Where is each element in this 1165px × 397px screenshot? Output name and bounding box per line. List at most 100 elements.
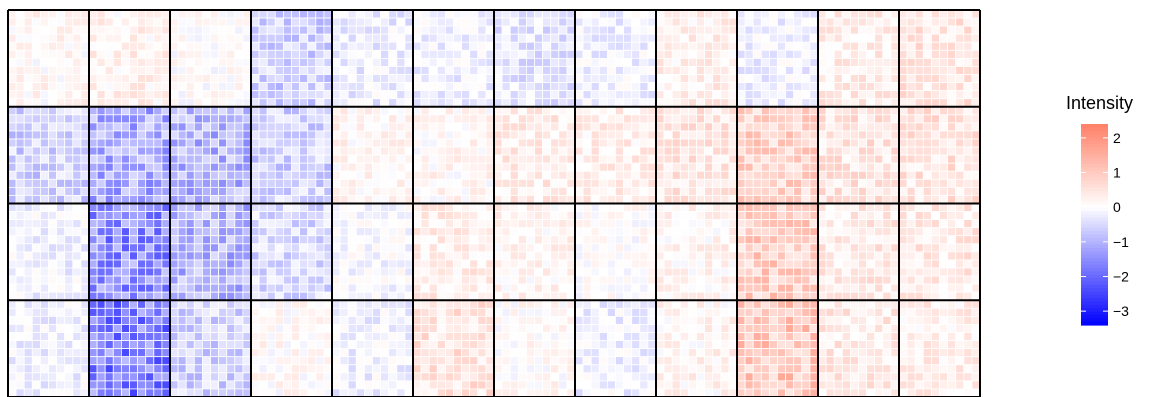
heatmap-cell — [501, 251, 511, 261]
heatmap-cell — [623, 33, 633, 43]
heatmap-cell — [64, 130, 74, 140]
heatmap-cell — [890, 283, 900, 293]
heatmap-cell — [31, 275, 41, 285]
heatmap-cell — [663, 227, 673, 237]
heatmap-cell — [890, 9, 900, 19]
heatmap-cell — [412, 299, 422, 309]
heatmap-cell — [647, 9, 657, 19]
heatmap-cell — [639, 283, 649, 293]
heatmap-cell — [380, 380, 390, 390]
heatmap-cell — [858, 235, 868, 245]
heatmap-cell — [947, 98, 957, 108]
heatmap-cell — [274, 299, 284, 309]
heatmap-cell — [388, 380, 398, 390]
heatmap-cell — [882, 130, 892, 140]
heatmap-cell — [736, 25, 746, 35]
heatmap-cell — [720, 82, 730, 92]
heatmap-cell — [299, 372, 309, 382]
heatmap-cell — [48, 259, 58, 269]
heatmap-cell — [428, 154, 438, 164]
heatmap-cell — [582, 186, 592, 196]
heatmap-cell — [526, 267, 535, 277]
heatmap-cell — [363, 243, 373, 253]
heatmap-cell — [444, 211, 454, 221]
heatmap-cell — [112, 372, 122, 382]
heatmap-cell — [922, 82, 932, 92]
heatmap-cell — [712, 291, 722, 301]
heatmap-cell — [388, 291, 398, 301]
heatmap-cell — [623, 162, 633, 172]
heatmap-cell — [23, 388, 33, 397]
heatmap-cell — [420, 211, 430, 221]
heatmap-cell — [31, 219, 41, 229]
heatmap-cell — [760, 90, 770, 100]
heatmap-cell — [274, 82, 284, 92]
heatmap-cell — [858, 162, 868, 172]
heatmap-cell — [201, 25, 211, 35]
heatmap-cell — [282, 315, 292, 325]
heatmap-cell — [453, 178, 463, 188]
heatmap-cell — [396, 283, 406, 293]
heatmap-cell — [404, 57, 414, 67]
heatmap-cell — [299, 235, 309, 245]
heatmap-cell — [598, 90, 608, 100]
heatmap-cell — [363, 235, 373, 245]
heatmap-cell — [104, 227, 114, 237]
heatmap-cell — [56, 74, 66, 83]
heatmap-cell — [145, 259, 155, 269]
heatmap-cell — [590, 130, 600, 140]
heatmap-cell — [509, 162, 519, 172]
heatmap-cell — [509, 243, 519, 253]
heatmap-cell — [7, 332, 17, 341]
heatmap-cell — [129, 122, 139, 132]
heatmap-cell — [274, 90, 284, 100]
heatmap-cell — [890, 203, 900, 212]
heatmap-cell — [363, 315, 373, 325]
heatmap-cell — [331, 130, 341, 140]
heatmap-cell — [201, 17, 211, 27]
heatmap-cell — [955, 195, 965, 204]
heatmap-cell — [291, 307, 301, 317]
heatmap-cell — [145, 154, 155, 164]
heatmap-cell — [72, 162, 82, 172]
heatmap-cell — [185, 154, 195, 164]
heatmap-cell — [323, 82, 333, 92]
heatmap-cell — [817, 211, 827, 221]
heatmap-cell — [137, 33, 147, 43]
heatmap-cell — [542, 98, 552, 108]
heatmap-cell — [355, 291, 365, 301]
heatmap-cell — [226, 259, 236, 269]
heatmap-cell — [404, 25, 414, 35]
heatmap-cell — [40, 170, 49, 180]
heatmap-cell — [185, 251, 195, 261]
heatmap-cell — [615, 57, 625, 67]
heatmap-cell — [31, 146, 41, 156]
heatmap-cell — [242, 332, 252, 341]
heatmap-cell — [104, 154, 114, 164]
heatmap-cell — [80, 388, 90, 397]
heatmap-cell — [939, 227, 949, 237]
heatmap-cell — [153, 203, 163, 212]
heatmap-cell — [372, 170, 382, 180]
heatmap-cell — [291, 275, 301, 285]
heatmap-cell — [80, 170, 90, 180]
heatmap-cell — [898, 114, 908, 124]
heatmap-cell — [56, 324, 66, 333]
heatmap-cell — [501, 74, 511, 83]
heatmap-cell — [752, 259, 762, 269]
heatmap-cell — [299, 275, 309, 285]
heatmap-cell — [96, 307, 106, 317]
heatmap-cell — [404, 114, 414, 124]
heatmap-cell — [177, 186, 187, 196]
heatmap-cell — [850, 259, 859, 269]
heatmap-cell — [485, 348, 495, 358]
heatmap-cell — [655, 106, 665, 116]
heatmap-cell — [250, 291, 260, 301]
heatmap-cell — [258, 299, 268, 309]
heatmap-cell — [177, 130, 187, 140]
heatmap-cell — [428, 98, 438, 108]
heatmap-cell — [363, 227, 373, 237]
heatmap-cell — [712, 90, 722, 100]
heatmap-cell — [882, 74, 892, 83]
heatmap-cell — [88, 267, 98, 277]
